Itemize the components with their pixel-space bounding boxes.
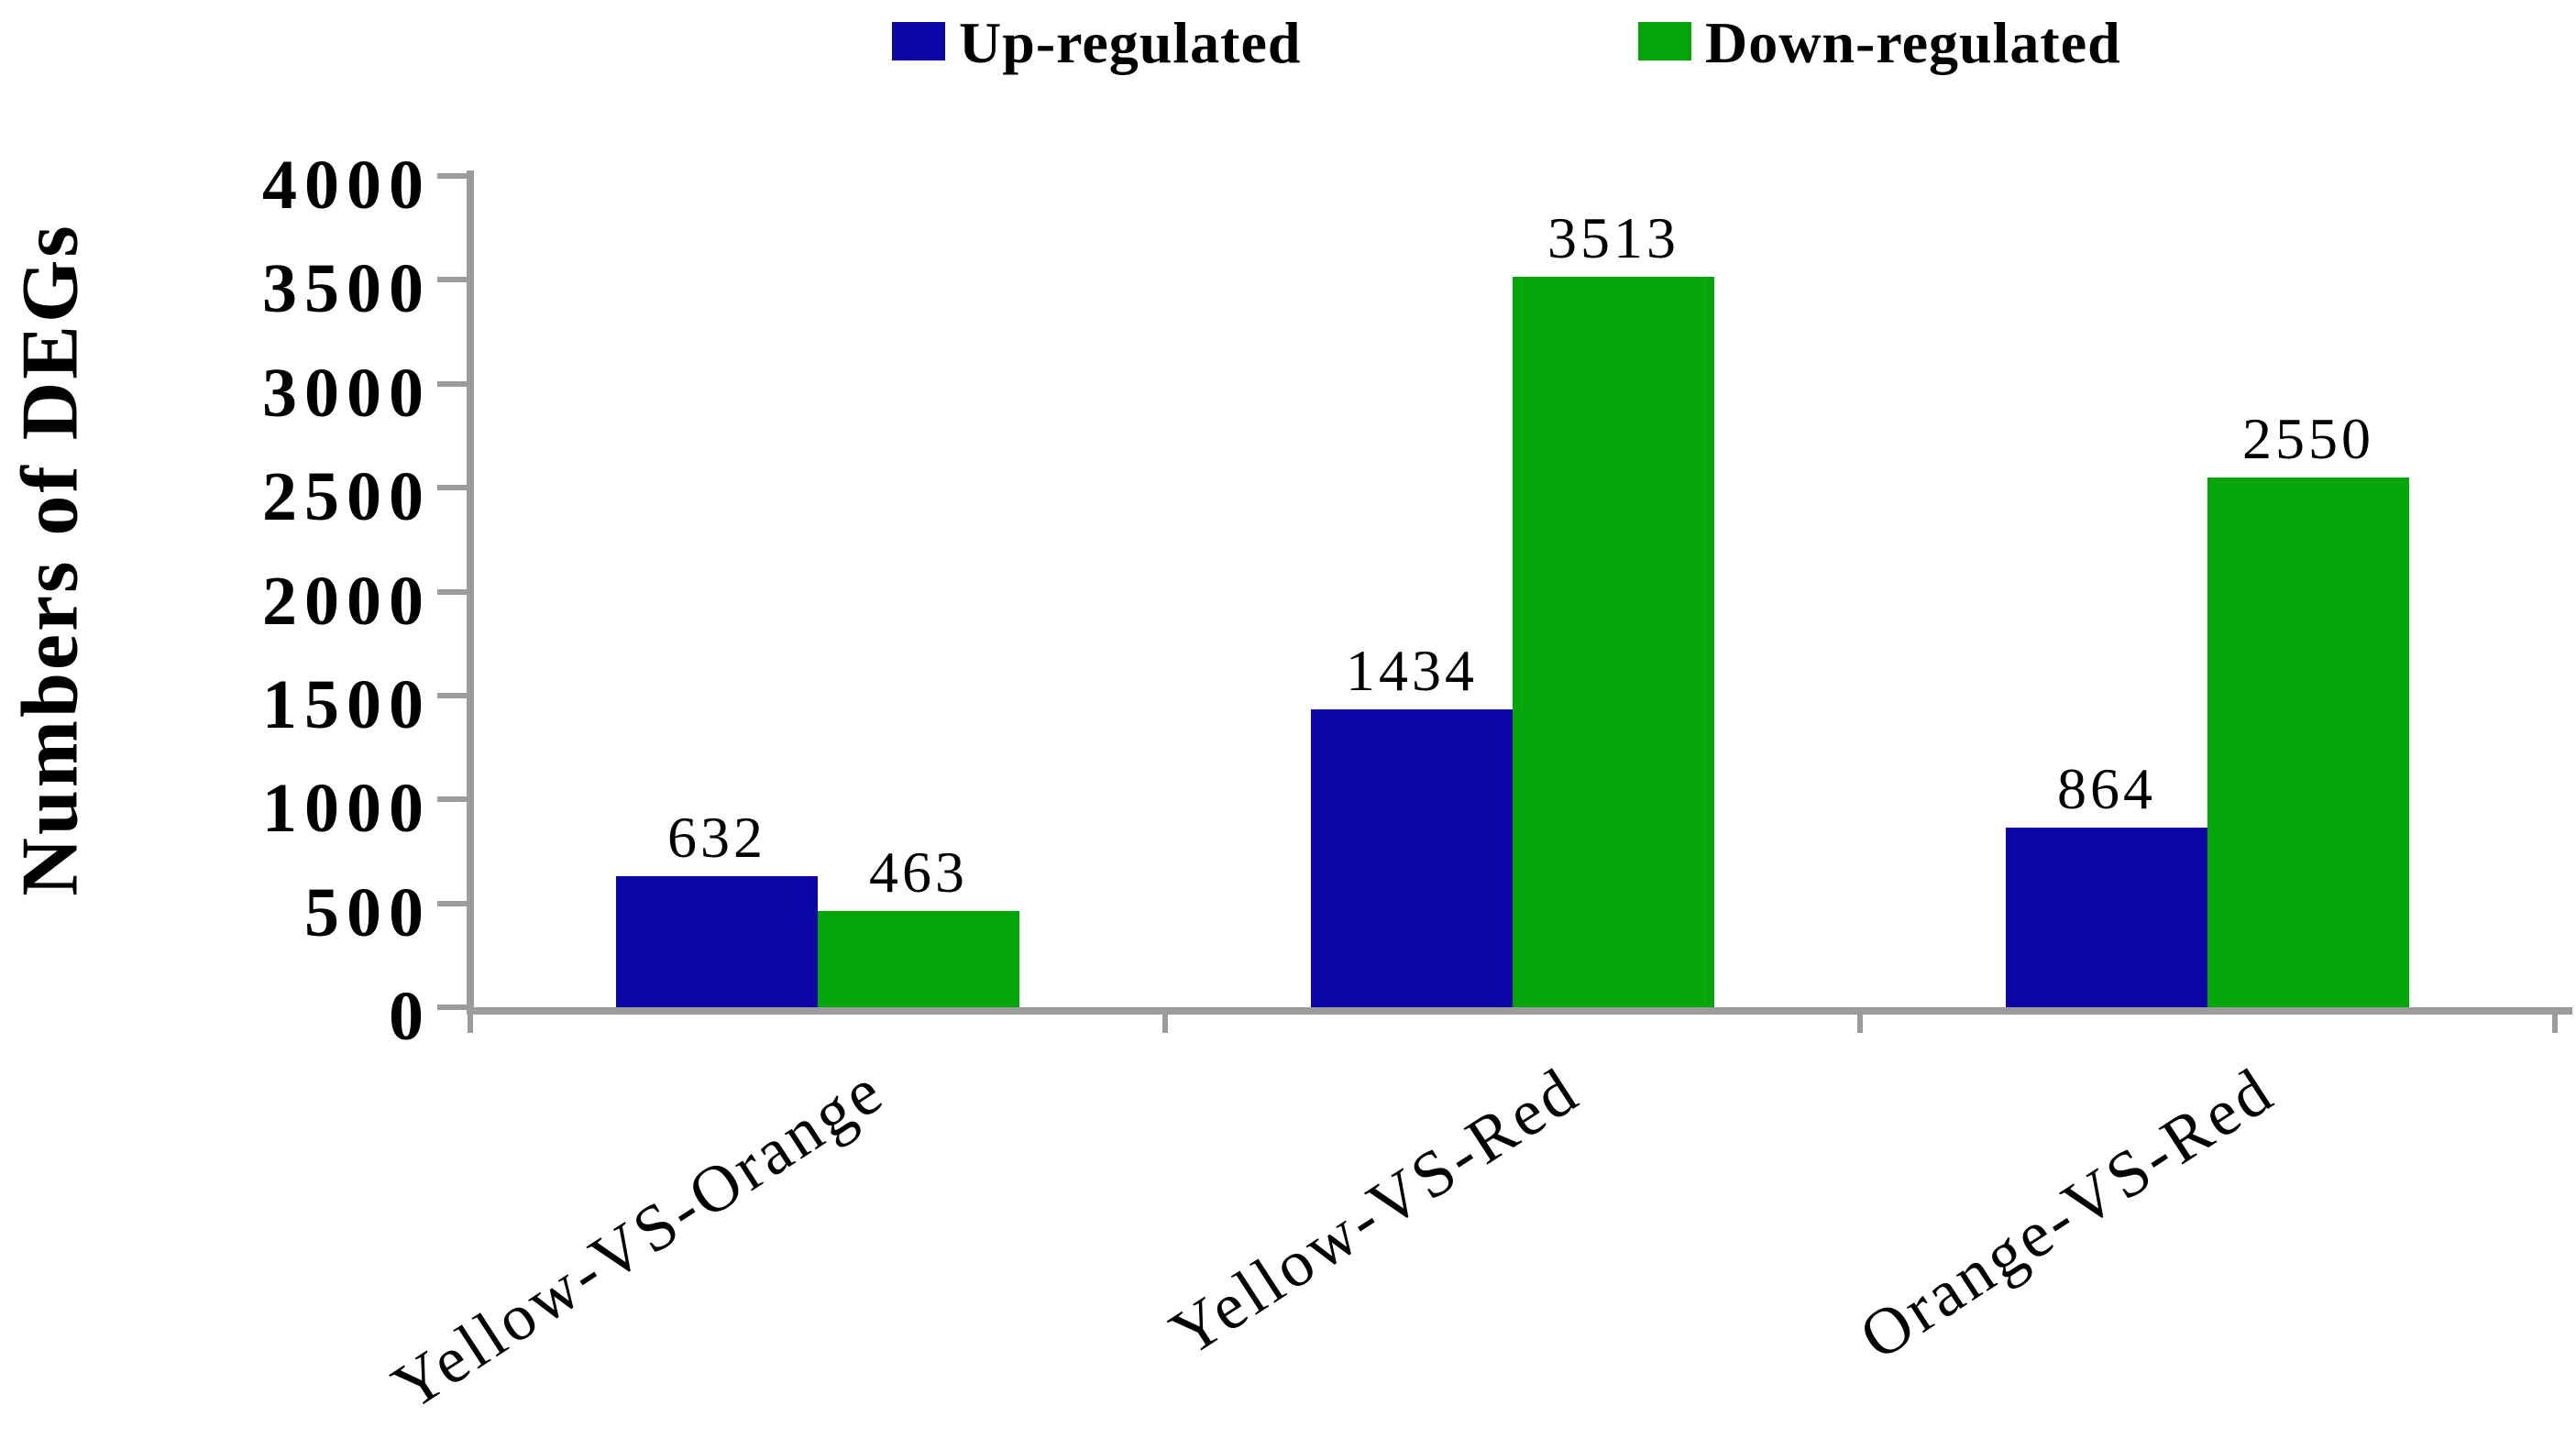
bar-down-regulated-orange-vs-red	[2207, 478, 2409, 1007]
bar-up-regulated-yellow-vs-orange	[616, 876, 818, 1007]
x-category-label-yellow-vs-orange: Yellow-VS-Orange	[380, 1052, 897, 1424]
bar-down-regulated-yellow-vs-orange	[818, 911, 1019, 1007]
bar-up-regulated-yellow-vs-red	[1311, 709, 1513, 1007]
x-tick-1	[1162, 1011, 1168, 1033]
up-regulated-legend-label: Up-regulated	[959, 10, 1302, 75]
bar-value-label-down-regulated-yellow-vs-red: 3513	[1547, 205, 1679, 270]
y-tick-3500	[437, 277, 470, 282]
y-tick-label-0: 0	[389, 978, 431, 1055]
y-axis-title: Numbers of DEGs	[6, 223, 95, 896]
x-axis-line	[467, 1007, 2572, 1015]
y-tick-500	[437, 901, 470, 906]
bar-value-label-down-regulated-orange-vs-red: 2550	[2242, 406, 2374, 471]
bar-up-regulated-orange-vs-red	[2006, 828, 2207, 1007]
x-category-label-yellow-vs-red: Yellow-VS-Red	[1157, 1052, 1592, 1370]
y-tick-1000	[437, 796, 470, 802]
x-tick-0	[468, 1011, 473, 1033]
bar-down-regulated-yellow-vs-red	[1513, 277, 1714, 1007]
y-tick-0	[437, 1004, 470, 1010]
y-tick-4000	[437, 173, 470, 179]
y-tick-label-1500: 1500	[262, 666, 431, 743]
y-tick-label-2000: 2000	[262, 563, 431, 640]
y-tick-label-4000: 4000	[262, 147, 431, 224]
bar-value-label-up-regulated-yellow-vs-red: 1434	[1346, 638, 1478, 703]
down-regulated-legend-swatch	[1638, 22, 1691, 60]
y-tick-label-500: 500	[304, 874, 431, 951]
bar-value-label-up-regulated-yellow-vs-orange: 632	[667, 805, 766, 870]
bar-value-label-up-regulated-orange-vs-red: 864	[2057, 756, 2156, 821]
y-tick-3000	[437, 381, 470, 387]
bar-value-label-down-regulated-yellow-vs-orange: 463	[869, 840, 968, 905]
down-regulated-legend-label: Down-regulated	[1705, 10, 2121, 75]
x-category-label-orange-vs-red: Orange-VS-Red	[1846, 1052, 2287, 1374]
y-tick-label-1000: 1000	[262, 770, 431, 847]
y-tick-2000	[437, 589, 470, 595]
y-tick-label-3500: 3500	[262, 250, 431, 327]
y-tick-label-3000: 3000	[262, 355, 431, 432]
y-tick-2500	[437, 485, 470, 490]
x-tick-2	[1857, 1011, 1863, 1033]
y-axis-line	[467, 170, 474, 1015]
x-tick-3	[2552, 1011, 2558, 1033]
legend-item-down-regulated: Down-regulated	[1638, 14, 2121, 72]
legend-item-up-regulated: Up-regulated	[892, 14, 1301, 72]
up-regulated-legend-swatch	[892, 22, 945, 60]
y-tick-label-2500: 2500	[262, 458, 431, 535]
y-tick-1500	[437, 693, 470, 698]
